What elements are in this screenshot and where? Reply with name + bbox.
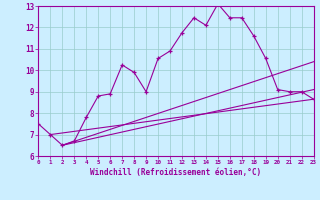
X-axis label: Windchill (Refroidissement éolien,°C): Windchill (Refroidissement éolien,°C) bbox=[91, 168, 261, 177]
